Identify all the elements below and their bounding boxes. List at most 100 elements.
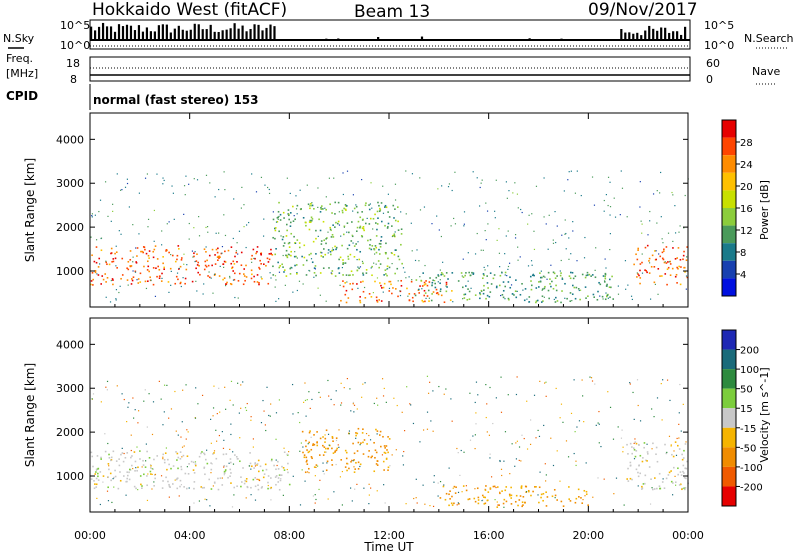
heatmap-cell: [365, 269, 368, 271]
heatmap-cell: [380, 239, 382, 242]
heatmap-cell: [561, 278, 564, 280]
noise-bar: [420, 36, 424, 40]
heatmap-cell: [230, 433, 232, 436]
heatmap-cell: [674, 205, 676, 207]
heatmap-cell: [561, 277, 563, 279]
heatmap-cell: [229, 399, 231, 401]
heatmap-cell: [489, 488, 492, 490]
heatmap-cell: [503, 498, 506, 501]
heatmap-cell: [501, 490, 503, 492]
nsearch-label: N.Search: [744, 32, 794, 45]
heatmap-cell: [543, 424, 545, 427]
heatmap-cell: [168, 251, 170, 254]
heatmap-cell: [385, 458, 388, 460]
heatmap-cell: [312, 444, 314, 447]
heatmap-cell: [169, 486, 171, 488]
heatmap-cell: [361, 235, 364, 238]
heatmap-cell: [256, 281, 259, 283]
heatmap-cell: [219, 256, 221, 259]
heatmap-cell: [254, 463, 256, 465]
heatmap-cell: [300, 442, 302, 444]
heatmap-cell: [411, 173, 414, 175]
heatmap-cell: [539, 380, 541, 382]
heatmap-cell: [669, 399, 671, 402]
heatmap-cell: [583, 489, 586, 492]
heatmap-cell: [642, 483, 645, 485]
heatmap-cell: [627, 480, 630, 482]
noise-bar: [217, 31, 220, 40]
heatmap-cell: [501, 271, 503, 273]
heatmap-cell: [423, 284, 426, 286]
heatmap-cell: [639, 277, 642, 279]
heatmap-cell: [504, 298, 506, 300]
heatmap-cell: [376, 433, 378, 435]
heatmap-cell: [330, 253, 332, 256]
heatmap-cell: [142, 251, 145, 254]
heatmap-cell: [205, 226, 207, 229]
heatmap-cell: [577, 288, 580, 290]
heatmap-cell: [463, 451, 465, 453]
heatmap-cell: [368, 223, 371, 225]
heatmap-cell: [141, 485, 143, 487]
heatmap-cell: [543, 216, 545, 218]
heatmap-cell: [486, 275, 488, 277]
heatmap-cell: [400, 228, 403, 231]
heatmap-cell: [346, 281, 348, 283]
heatmap-cell: [528, 301, 530, 303]
heatmap-cell: [448, 467, 450, 469]
heatmap-cell: [456, 447, 458, 450]
heatmap-cell: [607, 293, 609, 296]
heatmap-cell: [483, 496, 485, 498]
heatmap-cell: [448, 504, 450, 507]
heatmap-cell: [193, 178, 195, 180]
heatmap-cell: [313, 208, 315, 210]
heatmap-cell: [122, 460, 125, 463]
heatmap-cell: [395, 449, 397, 451]
heatmap-cell: [676, 257, 679, 259]
heatmap-cell: [450, 502, 453, 505]
heatmap-cell: [597, 290, 599, 293]
heatmap-cell: [156, 275, 158, 278]
heatmap-cell: [620, 170, 622, 172]
heatmap-cell: [576, 260, 578, 262]
heatmap-cell: [313, 267, 316, 269]
heatmap-cell: [479, 293, 482, 296]
heatmap-cell: [379, 245, 382, 248]
heatmap-cell: [104, 181, 107, 183]
heatmap-cell: [331, 249, 333, 252]
heatmap-cell: [256, 246, 259, 248]
heatmap-cell: [391, 262, 393, 265]
heatmap-cell: [450, 398, 452, 400]
heatmap-cell: [571, 271, 574, 274]
heatmap-cell: [351, 221, 353, 223]
heatmap-cell: [485, 416, 487, 419]
heatmap-cell: [477, 499, 480, 501]
heatmap-cell: [345, 301, 348, 304]
heatmap-cell: [268, 188, 270, 191]
heatmap-cell: [351, 235, 354, 238]
heatmap-cell: [384, 447, 386, 449]
heatmap-cell: [287, 253, 290, 256]
heatmap-cell: [368, 434, 370, 437]
heatmap-cell: [91, 254, 93, 257]
heatmap-cell: [367, 455, 370, 458]
heatmap-cell: [338, 272, 341, 274]
heatmap-cell: [375, 235, 378, 237]
heatmap-cell: [349, 487, 352, 489]
heatmap-cell: [368, 247, 371, 250]
heatmap-cell: [445, 492, 448, 495]
heatmap-cell: [200, 452, 202, 455]
heatmap-cell: [590, 275, 592, 277]
heatmap-cell: [363, 229, 365, 232]
heatmap-cell: [145, 460, 147, 462]
noise-bar: [668, 32, 671, 40]
heatmap-cell: [663, 261, 666, 264]
heatmap-cell: [667, 261, 669, 263]
heatmap-cell: [132, 261, 134, 263]
heatmap-cell: [270, 252, 272, 255]
heatmap-cell: [480, 289, 483, 292]
heatmap-cell: [481, 499, 483, 502]
heatmap-cell: [110, 459, 112, 462]
heatmap-cell: [135, 261, 137, 263]
heatmap-cell: [335, 221, 337, 224]
